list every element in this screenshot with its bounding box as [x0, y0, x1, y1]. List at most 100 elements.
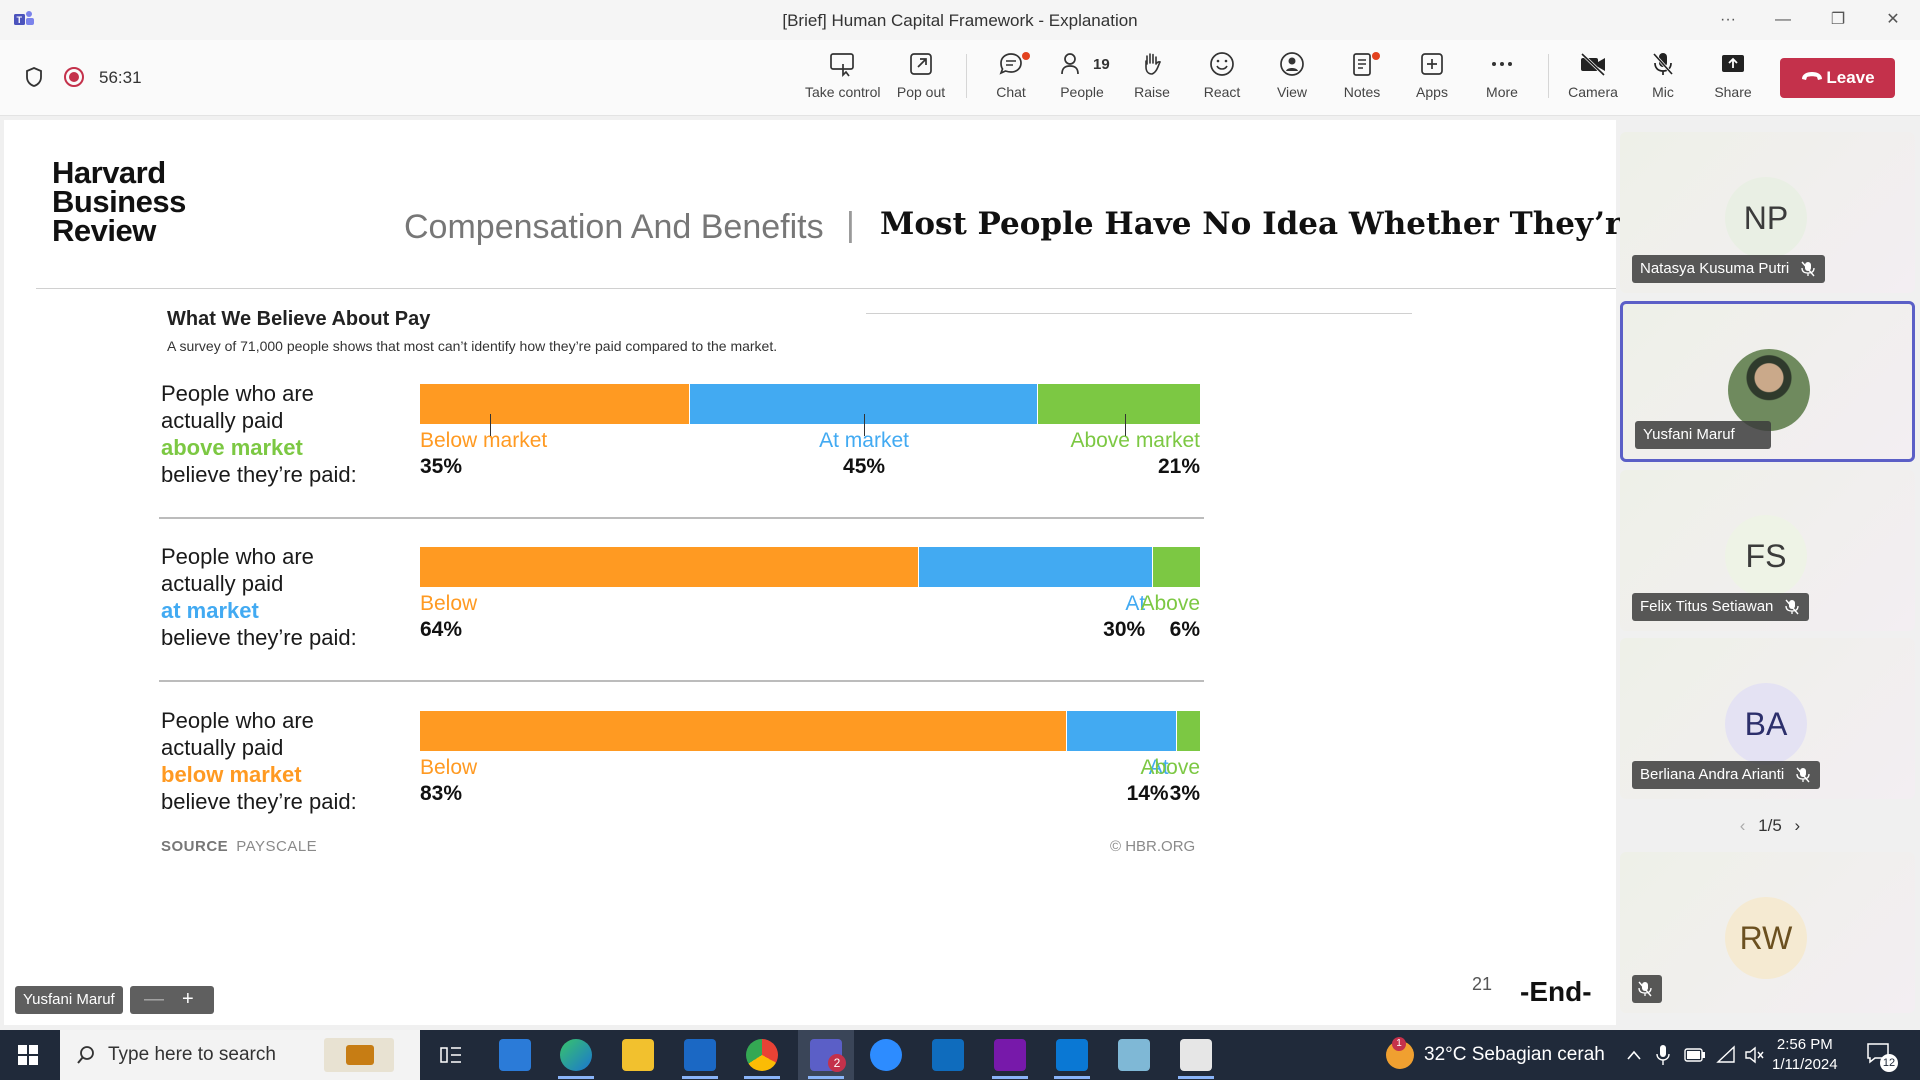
widgets-icon[interactable] — [324, 1038, 394, 1072]
smiley-icon — [1210, 52, 1234, 76]
apps-button[interactable]: Apps — [1395, 50, 1469, 110]
zoom-out-button[interactable]: — — [144, 988, 164, 1010]
chart-subtitle: A survey of 71,000 people shows that mos… — [167, 338, 778, 354]
desktop-icon[interactable] — [499, 1039, 531, 1071]
participant-tile[interactable]: BA Berliana Andra Arianti — [1620, 638, 1915, 799]
shield-icon[interactable] — [24, 66, 44, 88]
notification-icon — [1867, 1043, 1889, 1064]
segment-category-label: At market — [819, 429, 909, 452]
teams-taskbar-button[interactable]: 2 — [798, 1030, 854, 1080]
defender-icon[interactable] — [932, 1039, 964, 1071]
avatar-photo — [1728, 349, 1810, 431]
take-control-button[interactable]: Take control — [805, 50, 881, 110]
teams-logo-icon: T — [14, 11, 34, 25]
view-icon — [1280, 52, 1304, 76]
pop-out-icon — [910, 53, 932, 75]
shared-screen: Harvard Business Review Compensation And… — [4, 120, 1684, 1025]
next-page-button[interactable]: › — [1794, 816, 1801, 835]
running-indicator — [682, 1076, 718, 1079]
segment-value-label: 45% — [843, 455, 886, 478]
leave-button[interactable]: Leave — [1780, 58, 1895, 98]
article-headline: Most People Have No Idea Whether They’re… — [880, 206, 1685, 242]
restore-button[interactable]: ❐ — [1830, 11, 1846, 28]
mic-label: Mic — [1652, 84, 1674, 100]
segment-category-label: Below market — [420, 429, 548, 452]
edge-icon[interactable] — [560, 1039, 592, 1071]
previous-page-button[interactable]: ‹ — [1739, 816, 1746, 835]
raise-hand-button[interactable]: Raise — [1115, 50, 1189, 110]
bar-segment — [1037, 384, 1200, 424]
participant-tile[interactable]: RW — [1620, 852, 1915, 1013]
bar-segment — [420, 547, 919, 587]
close-button[interactable]: ✕ — [1886, 11, 1900, 28]
zoom-in-button[interactable]: + — [182, 988, 194, 1010]
share-button[interactable]: Share — [1696, 50, 1770, 110]
running-indicator — [744, 1076, 780, 1079]
view-button[interactable]: View — [1255, 50, 1329, 110]
chevron-up-icon[interactable] — [1626, 1049, 1642, 1061]
chart-title: What We Believe About Pay — [167, 308, 431, 330]
segment-value-label: 83% — [420, 782, 463, 805]
group-label-line: actually paid — [161, 571, 284, 596]
react-button[interactable]: React — [1185, 50, 1259, 110]
group-category: at market — [161, 598, 259, 623]
group-divider — [159, 680, 1204, 682]
segment-value-label: 35% — [420, 455, 463, 478]
participant-tile[interactable]: FS Felix Titus Setiawan — [1620, 470, 1915, 631]
participant-tile[interactable]: NP Natasya Kusuma Putri — [1620, 132, 1915, 293]
bar-segment — [1067, 711, 1176, 751]
notes-button[interactable]: Notes — [1325, 50, 1399, 110]
microphone-icon[interactable] — [1656, 1044, 1670, 1066]
more-options-button[interactable]: ··· — [1720, 11, 1736, 28]
weather-icon[interactable]: 1 — [1386, 1037, 1414, 1069]
chat-icon — [999, 53, 1022, 75]
start-icon[interactable] — [18, 1045, 38, 1065]
speaker-muted-icon[interactable] — [1744, 1046, 1764, 1064]
participant-tile[interactable]: Yusfani Maruf — [1620, 301, 1915, 462]
share-label: Share — [1714, 84, 1752, 100]
people-button[interactable]: 19 People — [1045, 50, 1119, 110]
participant-name: Yusfani Maruf — [1643, 426, 1735, 443]
file-explorer-icon[interactable] — [622, 1039, 654, 1071]
camera-button[interactable]: Camera — [1556, 50, 1630, 110]
battery-icon[interactable] — [1684, 1048, 1706, 1062]
taskbar-search[interactable]: Type here to search — [60, 1030, 420, 1080]
vscode-icon[interactable] — [1056, 1039, 1088, 1071]
notes-notification-dot — [1372, 52, 1380, 60]
avatar: NP — [1725, 177, 1807, 259]
zoom-icon[interactable] — [870, 1039, 902, 1071]
take-control-label: Take control — [805, 84, 881, 100]
mic-muted-icon — [1785, 599, 1800, 615]
group-label-line: believe they’re paid: — [161, 625, 357, 650]
wifi-icon[interactable] — [1716, 1045, 1736, 1065]
task-view-icon[interactable] — [440, 1045, 462, 1065]
system-clock[interactable]: 2:56 PM 1/11/2024 — [1772, 1035, 1838, 1075]
onenote-icon[interactable] — [994, 1039, 1026, 1071]
more-button[interactable]: More — [1465, 50, 1539, 110]
weather-text[interactable]: 32°C Sebagian cerah — [1424, 1044, 1605, 1065]
bar-segment — [919, 547, 1153, 587]
search-placeholder: Type here to search — [108, 1044, 276, 1065]
segment-category-label: Above — [1140, 592, 1200, 615]
recording-icon — [64, 67, 84, 87]
teams-badge: 2 — [828, 1054, 846, 1072]
end-text: -End- — [1520, 976, 1592, 1007]
outlook-icon[interactable] — [684, 1039, 716, 1071]
article-category: Compensation And Benefits — [404, 208, 824, 246]
raise-hand-icon — [1145, 53, 1162, 75]
mic-button[interactable]: Mic — [1626, 50, 1700, 110]
react-label: React — [1203, 84, 1241, 100]
chat-button[interactable]: Chat — [974, 50, 1048, 110]
notification-count: 12 — [1880, 1054, 1898, 1072]
mic-muted-icon — [1638, 981, 1652, 997]
segment-value-label: 21% — [1157, 455, 1200, 478]
notepad-icon[interactable] — [1118, 1039, 1150, 1071]
minimize-button[interactable]: — — [1775, 11, 1791, 28]
bar-segment — [1176, 711, 1200, 751]
calculator-icon[interactable] — [1180, 1039, 1212, 1071]
notification-center-button[interactable]: 12 — [1866, 1042, 1898, 1072]
hang-up-icon — [1802, 72, 1822, 80]
pop-out-button[interactable]: Pop out — [884, 50, 958, 110]
chrome-icon[interactable] — [746, 1039, 778, 1071]
segment-value-label: 30% — [1103, 618, 1146, 641]
